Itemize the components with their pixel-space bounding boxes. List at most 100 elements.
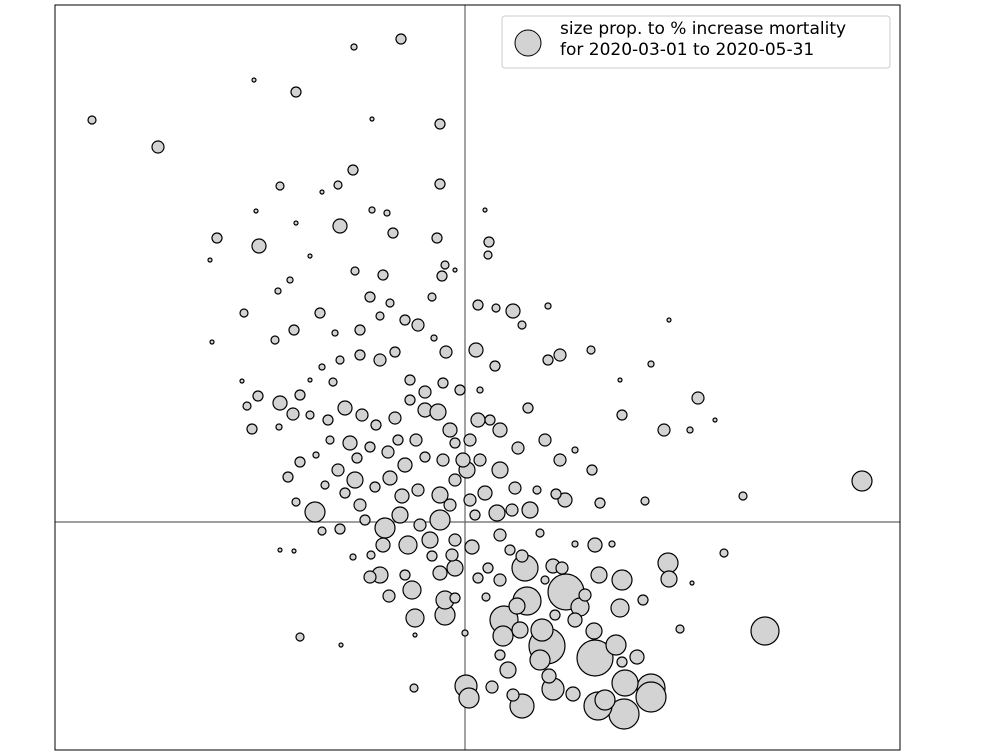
bubble xyxy=(239,378,245,384)
bubble xyxy=(506,688,520,702)
bubble xyxy=(647,360,655,368)
bubble xyxy=(385,298,395,308)
bubble xyxy=(719,548,729,558)
bubble xyxy=(399,569,411,581)
bubble xyxy=(388,411,402,425)
bubble xyxy=(608,540,616,548)
bubble xyxy=(463,493,477,507)
bubble xyxy=(436,270,448,282)
bubble xyxy=(477,485,493,501)
bubble xyxy=(538,433,552,447)
bubble xyxy=(333,180,343,190)
bubble xyxy=(565,686,581,702)
bubble xyxy=(391,506,409,524)
bubble xyxy=(359,514,371,526)
bubble xyxy=(535,528,545,538)
bubble xyxy=(750,616,780,646)
bubble xyxy=(421,531,439,549)
bubble xyxy=(541,668,557,684)
bubble xyxy=(402,580,422,600)
bubble xyxy=(312,451,320,459)
bubble xyxy=(611,569,633,591)
legend-box xyxy=(501,15,891,69)
bubble xyxy=(350,43,358,51)
bubble xyxy=(553,348,567,362)
bubble xyxy=(319,189,325,195)
bubble xyxy=(339,487,351,499)
bubble xyxy=(337,400,353,416)
bubble xyxy=(660,570,678,588)
bubble xyxy=(320,480,330,490)
bubble xyxy=(511,621,529,639)
bubble xyxy=(395,33,407,45)
bubble xyxy=(429,509,451,531)
bubble xyxy=(571,446,579,454)
bubble xyxy=(275,181,285,191)
bubble xyxy=(411,483,425,497)
bubble xyxy=(252,390,264,402)
bubble xyxy=(515,549,529,563)
bubble xyxy=(637,594,649,606)
bubble xyxy=(338,642,344,648)
bubble xyxy=(437,377,449,389)
bubble xyxy=(567,612,583,628)
bubble xyxy=(470,412,486,428)
bubble xyxy=(640,496,650,506)
bubble xyxy=(325,435,335,445)
legend: size prop. to % increase mortality for 2… xyxy=(501,15,891,69)
bubble xyxy=(294,456,306,468)
bubble xyxy=(594,689,616,711)
bubble xyxy=(369,481,381,493)
reference-lines xyxy=(55,5,900,750)
bubble xyxy=(442,422,458,438)
plot-frame xyxy=(54,4,901,751)
bubble xyxy=(549,609,561,621)
bubble xyxy=(295,632,305,642)
bubble xyxy=(286,407,300,421)
bubble xyxy=(472,572,484,584)
bubble xyxy=(472,299,484,311)
bubble xyxy=(458,687,480,709)
bubble xyxy=(246,423,258,435)
bubble xyxy=(522,402,534,414)
bubble xyxy=(387,227,399,239)
bubble xyxy=(374,517,396,539)
bubble xyxy=(485,680,499,694)
bubble xyxy=(419,451,431,463)
bubble xyxy=(712,417,718,423)
bubble xyxy=(253,208,259,214)
bubble xyxy=(436,453,450,467)
bubble xyxy=(666,317,672,323)
bubble xyxy=(354,324,366,336)
legend-marker xyxy=(514,29,542,57)
bubble xyxy=(207,257,213,263)
bubble xyxy=(553,453,567,467)
bubble xyxy=(448,533,462,547)
bubble xyxy=(493,528,507,542)
bubble xyxy=(369,116,375,122)
bubble xyxy=(455,452,471,468)
bubble xyxy=(476,386,484,394)
bubble xyxy=(305,410,315,420)
bubble xyxy=(366,550,376,560)
bubble xyxy=(488,504,506,522)
bubble xyxy=(469,509,481,521)
bubble xyxy=(314,307,326,319)
bubble xyxy=(446,559,464,577)
bubble xyxy=(373,353,387,367)
bubble xyxy=(482,207,488,213)
bubble xyxy=(404,394,416,406)
bubble xyxy=(209,339,215,345)
bubble xyxy=(517,320,527,330)
bubble xyxy=(275,423,283,431)
bubble xyxy=(431,486,449,504)
bubble xyxy=(251,77,257,83)
bubble xyxy=(426,550,438,562)
bubble xyxy=(440,260,450,270)
bubble xyxy=(454,384,466,396)
bubble xyxy=(505,303,521,319)
bubble xyxy=(322,414,334,426)
bubble xyxy=(686,426,694,434)
bubble xyxy=(411,318,425,332)
bubble xyxy=(375,537,391,553)
